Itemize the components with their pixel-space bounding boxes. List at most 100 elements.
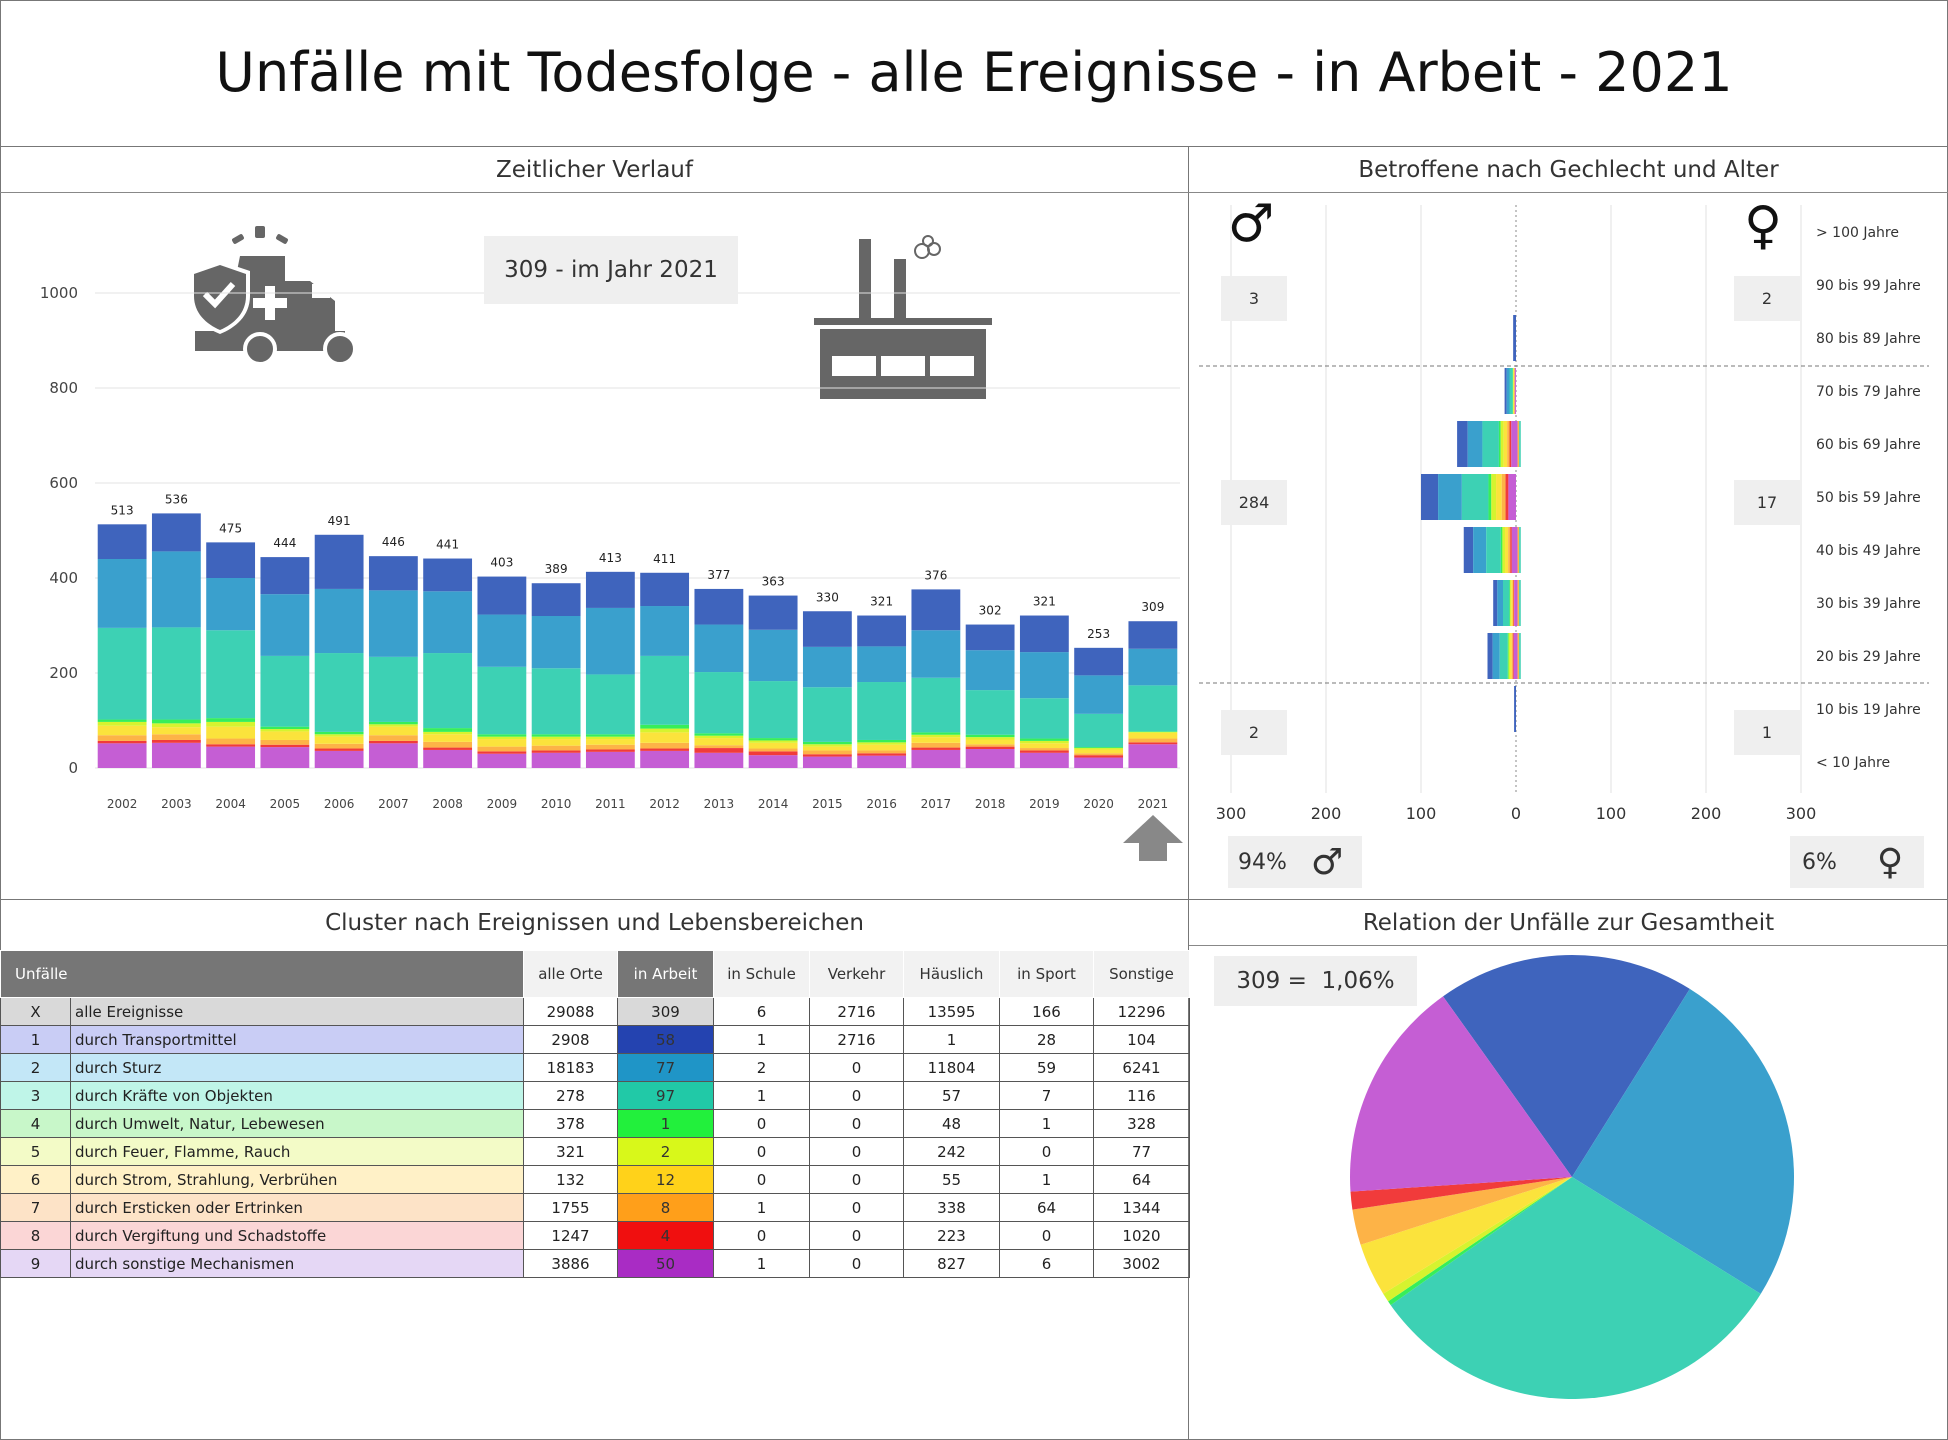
table-cell: 1755 [523,1193,618,1222]
bar-segment-transport [260,557,310,595]
male-bar-segment [1467,421,1483,467]
bar-segment-sonstige [368,743,418,768]
bar-segment-sturz [802,646,852,688]
bar-segment-transport [694,588,744,625]
male-bar-segment [1509,368,1513,414]
x-tick-label: 2009 [487,797,518,811]
table-cell: 0 [999,1221,1094,1250]
male-bar-segment [1508,633,1511,679]
bar-segment-ersticken [911,742,961,748]
bar-segment-ersticken [423,741,473,748]
bar-segment-kraefte [151,627,201,720]
cell-in-arbeit: 309 [617,997,714,1026]
table-cell: 2 [713,1053,810,1082]
bar-segment-sturz [477,614,527,667]
x-tick-label: 2020 [1083,797,1114,811]
bar-segment-ersticken [857,750,907,754]
table-row: 1 durch Transportmittel 2908 58 1 2716 1 28 104 [0,1025,1190,1054]
table-cell: 0 [999,1137,1094,1166]
bar-segment-ersticken [1128,738,1178,743]
male-bar-segment [1463,527,1474,573]
bar-total-label: 513 [111,503,134,517]
female-percent-box: 6% ♀ [1790,836,1924,888]
row-label: durch sonstige Mechanismen [70,1249,524,1278]
bar-segment-feuer [151,723,201,728]
bar-segment-transport [1128,621,1178,649]
row-label: durch Kräfte von Objekten [70,1081,524,1110]
table-cell: 1 [903,1025,1000,1054]
bar-total-label: 302 [979,604,1002,618]
male-bar-segment [1508,527,1511,573]
bar-segment-umwelt [694,733,744,736]
bar-segment-strom [857,744,907,751]
y-tick-label: 1000 [40,284,78,302]
x-tick-label: 2010 [541,797,572,811]
x-tick-label: 2019 [1029,797,1060,811]
male-bar-segment [1438,474,1462,520]
table-cell: 104 [1093,1025,1190,1054]
table-cell: 0 [809,1193,904,1222]
male-bar-segment [1461,474,1489,520]
age-label: 20 bis 29 Jahre [1816,649,1921,665]
male-bar-segment [1510,633,1512,679]
row-label: durch Strom, Strahlung, Verbrühen [70,1165,524,1194]
bar-segment-feuer [368,724,418,727]
timeline-title: Zeitlicher Verlauf [0,147,1189,193]
bar-segment-sonstige [802,756,852,768]
timeline-year-box: 309 - im Jahr 2021 [484,236,738,304]
bar-segment-feuer [802,744,852,747]
table-cell: 278 [523,1081,618,1110]
table-cell: 1247 [523,1221,618,1250]
male-bar-segment [1510,580,1512,626]
bar-segment-vergiftung [531,750,581,753]
bar-segment-feuer [97,721,147,726]
y-tick-label: 800 [49,379,78,397]
table-cell: 0 [713,1137,810,1166]
bar-segment-sturz [206,578,256,631]
male-bar-segment [1513,633,1516,679]
age-label: 90 bis 99 Jahre [1816,278,1921,294]
bar-segment-kraefte [694,672,744,734]
table-row: 5 durch Feuer, Flamme, Rauch 321 2 0 0 242 0 77 [0,1137,1190,1166]
female-bar-segment [1516,580,1518,626]
bar-segment-vergiftung [748,751,798,756]
x-tick-label: 2014 [758,797,789,811]
bar-segment-ersticken [151,734,201,740]
bar-segment-transport [1019,615,1069,653]
x-tick-label: 100 [1406,804,1437,823]
table-cell: 59 [999,1053,1094,1082]
female-bar-segment [1516,527,1518,573]
row-number: 2 [0,1053,71,1082]
male-bar-segment [1421,474,1439,520]
table-cell: 2716 [809,1025,904,1054]
page-title: Unfälle mit Todesfolge - alle Ereignisse… [215,41,1733,104]
table-cell: 1 [713,1025,810,1054]
relation-pie-chart [1350,955,1794,1399]
male-bar-segment [1505,527,1509,573]
bar-segment-transport [531,583,581,616]
male-symbol-icon: ♂ [1310,841,1344,883]
bar-segment-strom [1019,743,1069,749]
male-bar-segment [1512,633,1514,679]
female-group-high: 2 [1734,276,1800,321]
table-cell: 1 [713,1249,810,1278]
table-cell: 166 [999,997,1094,1026]
bar-segment-sturz [1074,675,1124,714]
table-cell: 2908 [523,1025,618,1054]
bar-segment-umwelt [477,734,527,737]
x-tick-label: 2006 [324,797,355,811]
male-bar-segment [1511,421,1516,467]
female-percent: 6% [1802,849,1837,875]
bar-total-label: 321 [870,595,893,609]
bar-segment-feuer [965,737,1015,740]
timeline-chart: 0 200 400 600 800 1000 513 2002 536 2003 475 2004 4… [40,226,1183,861]
male-bar-segment [1492,633,1500,679]
table-cell: 0 [713,1221,810,1250]
bar-segment-umwelt [857,739,907,743]
bar-segment-umwelt [585,734,635,737]
gender-age-chart: 300 200 100 0 100 200 300 < 10 Jahre 10 bis 19 J… [1199,194,1929,823]
bar-segment-vergiftung [206,744,256,747]
bar-segment-umwelt [1074,747,1124,749]
row-label: durch Vergiftung und Schadstoffe [70,1221,524,1250]
male-bar-segment [1511,580,1513,626]
